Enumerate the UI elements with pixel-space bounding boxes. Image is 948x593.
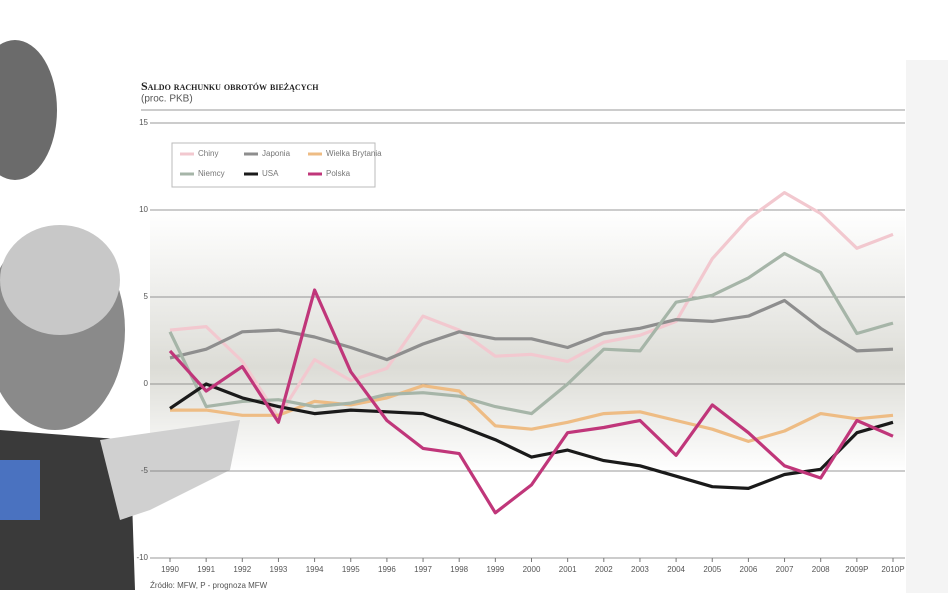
source: Źródło: MFW, P - prognoza MFW <box>150 581 268 590</box>
x-tick-label: 2005 <box>703 565 721 574</box>
x-tick-label: 1998 <box>450 565 468 574</box>
y-tick-label: 10 <box>139 205 148 214</box>
x-tick-label: 2004 <box>667 565 685 574</box>
y-tick-label: -5 <box>141 466 149 475</box>
x-tick-label: 1994 <box>306 565 324 574</box>
x-tick-label: 2006 <box>740 565 758 574</box>
legend-label: USA <box>262 169 279 178</box>
legend-label: Polska <box>326 169 351 178</box>
x-tick-label: 2007 <box>776 565 794 574</box>
y-tick-label: 15 <box>139 118 148 127</box>
plot-band <box>150 210 905 472</box>
x-tick-label: 1997 <box>414 565 432 574</box>
photo <box>0 40 240 590</box>
x-tick-label: 2009P <box>845 565 868 574</box>
legend-label: Chiny <box>198 149 218 158</box>
x-tick-label: 1992 <box>233 565 251 574</box>
legend <box>171 142 376 188</box>
series-line <box>168 288 894 515</box>
x-tick-label: 1993 <box>270 565 288 574</box>
legend-label: Wielka Brytania <box>326 149 382 158</box>
series-line <box>168 251 894 416</box>
x-tick-label: 1999 <box>486 565 504 574</box>
x-tick-label: 2010P <box>881 565 904 574</box>
series-line <box>169 382 894 490</box>
y-tick-label: -10 <box>136 553 148 562</box>
side-panel <box>906 60 948 593</box>
y-tick-label: 0 <box>144 379 149 388</box>
legend-label: Niemcy <box>198 169 225 178</box>
series-line <box>169 191 894 419</box>
x-tick-label: 1991 <box>197 565 215 574</box>
x-tick-label: 2002 <box>595 565 613 574</box>
x-tick-label: 1990 <box>161 565 179 574</box>
x-tick-label: 1996 <box>378 565 396 574</box>
y-tick-label: 5 <box>144 292 149 301</box>
legend-label: Japonia <box>262 149 291 158</box>
chart-subtitle: (proc. PKB) <box>141 94 193 105</box>
series-line <box>170 384 894 443</box>
series-line <box>169 298 894 362</box>
chart-title: Saldo rachunku obrotów bieżących <box>141 79 319 93</box>
x-tick-label: 2000 <box>523 565 541 574</box>
x-tick-label: 2003 <box>631 565 649 574</box>
x-tick-label: 2001 <box>559 565 577 574</box>
x-tick-label: 2008 <box>812 565 830 574</box>
x-tick-label: 1995 <box>342 565 360 574</box>
